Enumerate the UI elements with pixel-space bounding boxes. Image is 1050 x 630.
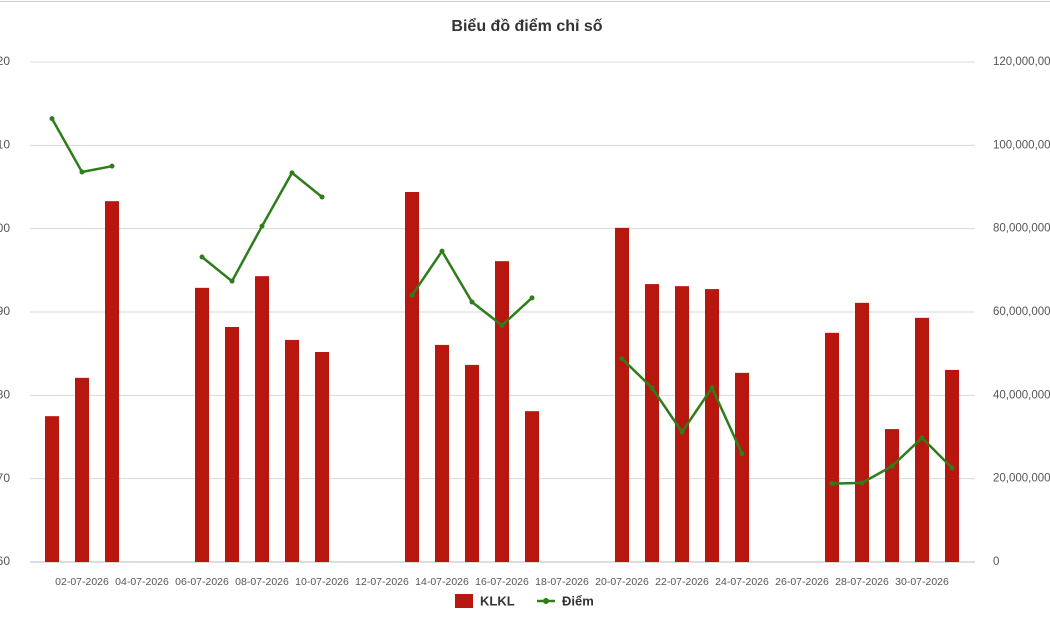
x-tick-label: 06-07-2026	[175, 576, 229, 588]
legend-swatch	[455, 594, 473, 608]
point	[49, 116, 55, 122]
point	[529, 295, 535, 301]
point	[619, 356, 625, 362]
bar	[465, 364, 479, 562]
legend-label: KLKL	[480, 593, 515, 608]
x-tick-label: 12-07-2026	[355, 576, 409, 588]
point	[499, 322, 505, 328]
bar	[495, 261, 509, 562]
legend-swatch	[543, 598, 549, 604]
point	[109, 163, 115, 169]
y2-tick-label: 20,000,000	[993, 473, 1050, 485]
point	[859, 480, 865, 486]
x-tick-label: 08-07-2026	[235, 576, 289, 588]
point	[679, 429, 685, 435]
x-tick-label: 04-07-2026	[115, 576, 169, 588]
bar	[825, 332, 839, 562]
point	[229, 278, 235, 284]
y-tick-label: 90	[0, 304, 10, 318]
bar	[705, 289, 719, 562]
bar	[105, 201, 119, 562]
x-tick-label: 22-07-2026	[655, 576, 709, 588]
y2-tick-label: 100,000,000	[993, 139, 1050, 151]
x-tick-label: 02-07-2026	[55, 576, 109, 588]
point	[889, 463, 895, 469]
y-tick-label: 100	[0, 221, 10, 235]
point	[79, 169, 85, 175]
x-tick-label: 26-07-2026	[775, 576, 829, 588]
point	[439, 248, 445, 254]
bar	[45, 416, 59, 562]
bar	[645, 284, 659, 562]
bar	[885, 429, 899, 562]
y-tick-label: 110	[0, 138, 10, 152]
bar	[735, 372, 749, 562]
point	[919, 435, 925, 441]
x-tick-label: 18-07-2026	[535, 576, 589, 588]
y-tick-label: 60	[0, 554, 10, 568]
x-tick-label: 28-07-2026	[835, 576, 889, 588]
y2-tick-label: 60,000,000	[993, 306, 1050, 318]
bar	[435, 344, 449, 562]
point	[949, 465, 955, 471]
bar	[525, 411, 539, 562]
x-tick-label: 20-07-2026	[595, 576, 649, 588]
y2-tick-label: 80,000,000	[993, 223, 1050, 235]
chart-title: Biểu đồ điểm chỉ số	[451, 17, 602, 35]
bar	[75, 377, 89, 562]
point	[409, 292, 415, 298]
point	[259, 223, 265, 229]
y2-tick-label: 0	[993, 556, 999, 568]
bar	[615, 227, 629, 563]
point	[709, 385, 715, 391]
x-tick-label: 16-07-2026	[475, 576, 529, 588]
x-tick-label: 24-07-2026	[715, 576, 769, 588]
bar	[315, 352, 329, 562]
bar	[405, 192, 419, 562]
point	[319, 194, 325, 200]
bar	[675, 286, 689, 562]
x-tick-label: 10-07-2026	[295, 576, 349, 588]
y-tick-label: 70	[0, 471, 10, 485]
y-tick-label: 80	[0, 388, 10, 402]
legend-label: Điểm	[562, 593, 594, 608]
y-tick-label: 120	[0, 54, 10, 68]
point	[649, 385, 655, 391]
bar	[855, 302, 869, 562]
y2-tick-label: 120,000,000	[993, 56, 1050, 68]
x-tick-label: 30-07-2026	[895, 576, 949, 588]
point	[739, 451, 745, 457]
bar	[195, 287, 209, 562]
y2-tick-label: 40,000,000	[993, 389, 1050, 401]
x-tick-label: 14-07-2026	[415, 576, 469, 588]
bar	[225, 327, 239, 562]
point	[829, 481, 835, 487]
bar	[285, 339, 299, 562]
point	[199, 254, 205, 260]
bar	[255, 276, 269, 562]
point	[289, 170, 295, 176]
point	[469, 299, 475, 305]
